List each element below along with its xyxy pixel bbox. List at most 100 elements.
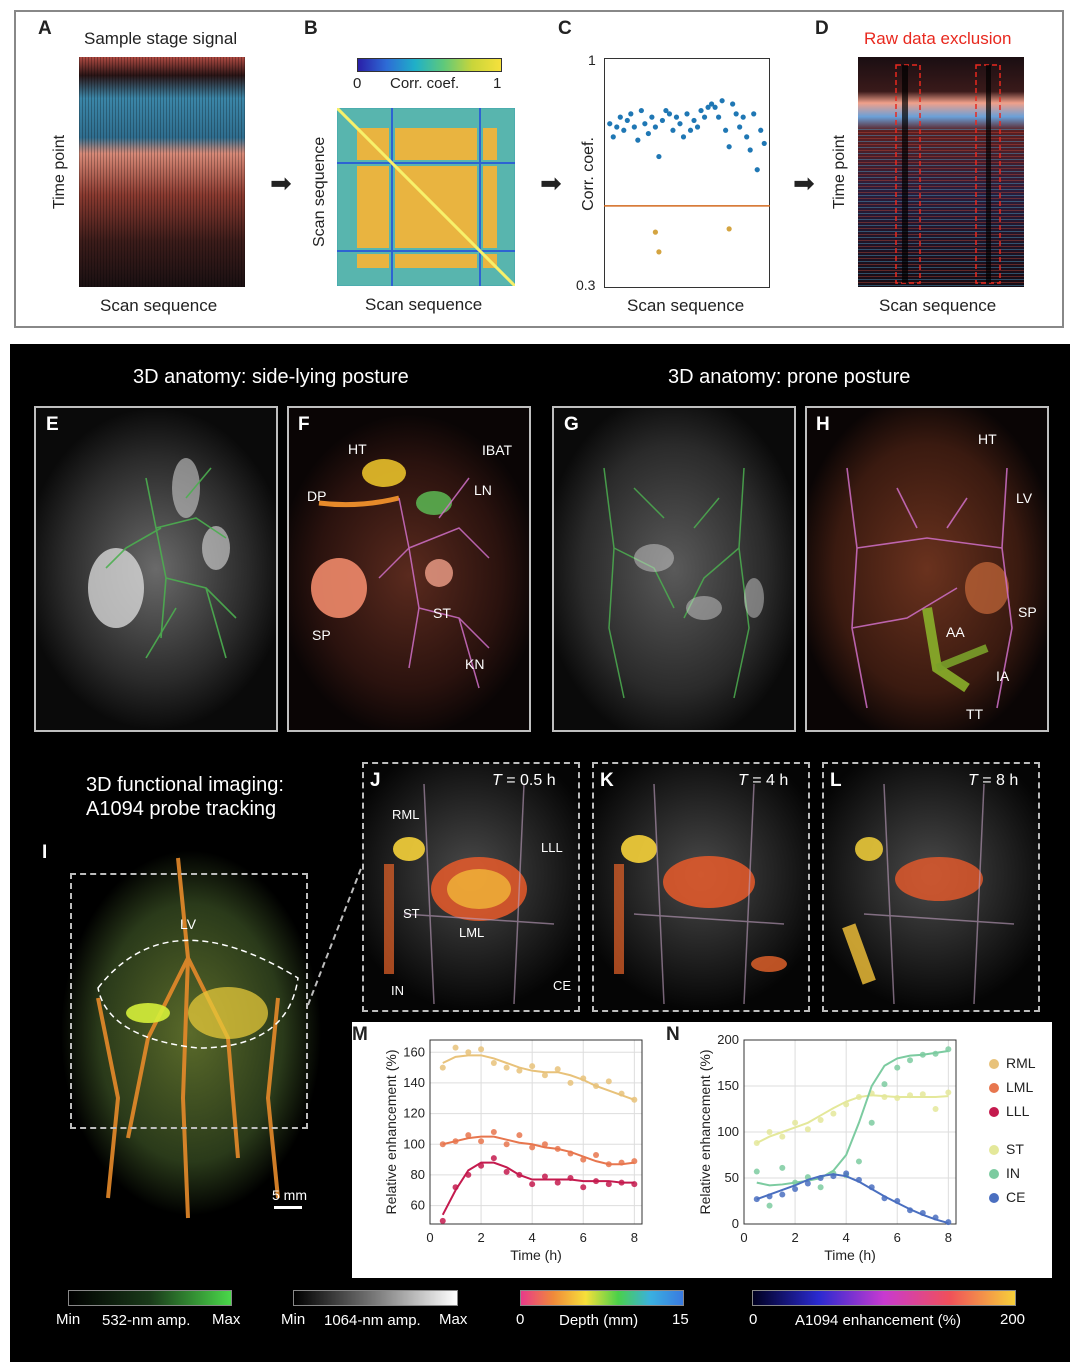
scatter-point-accepted bbox=[737, 124, 743, 130]
data-point-st bbox=[843, 1101, 850, 1108]
data-point-ce bbox=[932, 1214, 939, 1221]
series-line-lml bbox=[442, 1135, 635, 1166]
data-point-rml bbox=[452, 1044, 459, 1051]
scatter-point-accepted bbox=[723, 127, 729, 133]
y-axis-label: Relative enhancement (%) bbox=[697, 1050, 713, 1215]
panel-k-heat bbox=[614, 783, 787, 1005]
panel-i-zoom-box bbox=[70, 873, 308, 1129]
label-j-lll: LLL bbox=[541, 840, 563, 855]
data-point-lml bbox=[452, 1138, 459, 1145]
legend-label-rml: RML bbox=[1006, 1055, 1036, 1071]
scatter-point-accepted bbox=[744, 134, 750, 140]
data-point-st bbox=[766, 1129, 773, 1135]
data-point-st bbox=[817, 1117, 824, 1124]
panel-f-vessels bbox=[311, 459, 490, 689]
data-point-lml bbox=[605, 1161, 612, 1168]
data-point-lll bbox=[490, 1155, 497, 1162]
arrow-a-b: ➡ bbox=[270, 168, 292, 198]
scatter-point-accepted bbox=[642, 121, 648, 127]
data-point-ce bbox=[753, 1196, 760, 1203]
data-point-ce bbox=[894, 1198, 901, 1204]
data-point-st bbox=[792, 1119, 799, 1126]
panel-a-heatmap-svg bbox=[79, 57, 245, 287]
y-axis-label: Relative enhancement (%) bbox=[383, 1050, 399, 1215]
data-point-in bbox=[932, 1050, 939, 1057]
data-point-ce bbox=[907, 1207, 914, 1214]
scatter-point-accepted bbox=[740, 114, 746, 120]
scatter-point-accepted bbox=[673, 114, 680, 120]
time-l: T = 8 h bbox=[968, 772, 1018, 790]
data-point-lml bbox=[439, 1141, 446, 1148]
colorbar-532 bbox=[68, 1290, 232, 1306]
section-title-side: 3D anatomy: side-lying posture bbox=[133, 366, 409, 388]
data-point-in bbox=[894, 1064, 901, 1071]
data-point-rml bbox=[554, 1066, 561, 1073]
label-f-dp: DP bbox=[307, 488, 327, 504]
label-h-ia: IA bbox=[996, 668, 1010, 684]
scatter-point-accepted bbox=[691, 117, 697, 124]
scatter-point-accepted bbox=[698, 107, 704, 114]
data-point-st bbox=[907, 1092, 914, 1099]
arrow-b-c: ➡ bbox=[540, 168, 562, 198]
time-k-symbol: T bbox=[738, 772, 748, 789]
panel-d-xlabel: Scan sequence bbox=[879, 296, 997, 315]
series-line-ce bbox=[756, 1173, 949, 1225]
plot-frame bbox=[429, 1039, 643, 1225]
scatter-point-accepted bbox=[670, 127, 676, 133]
scatter-point-accepted bbox=[621, 127, 627, 133]
data-point-in bbox=[753, 1168, 760, 1175]
data-point-st bbox=[855, 1094, 862, 1101]
series-line-st bbox=[756, 1094, 949, 1144]
panel-l-image bbox=[822, 762, 1040, 1012]
x-axis-label: Time (h) bbox=[824, 1247, 876, 1263]
panel-b-corr-matrix-svg bbox=[335, 106, 517, 288]
data-point-in bbox=[855, 1158, 862, 1165]
data-point-lll bbox=[439, 1217, 446, 1224]
data-point-rml bbox=[503, 1064, 510, 1071]
data-point-lll bbox=[580, 1184, 587, 1191]
data-point-in bbox=[919, 1051, 926, 1058]
panel-b-xlabel: Scan sequence bbox=[365, 295, 483, 314]
data-point-lml bbox=[490, 1129, 497, 1135]
y-tick-label: 100 bbox=[717, 1124, 739, 1139]
panel-label-c: C bbox=[558, 18, 572, 39]
panel-g-image bbox=[552, 406, 796, 732]
colorbar-depth-label: Depth (mm) bbox=[559, 1312, 639, 1329]
panel-c-axes-box bbox=[604, 58, 770, 288]
data-point-rml bbox=[529, 1063, 536, 1070]
y-tick-label: 150 bbox=[717, 1078, 739, 1093]
data-point-rml bbox=[439, 1064, 446, 1071]
scatter-point-accepted bbox=[730, 101, 736, 107]
functional-title-line2: A1094 probe tracking bbox=[86, 798, 277, 820]
data-point-lll bbox=[554, 1179, 561, 1186]
panel-e-vessels bbox=[88, 458, 237, 659]
data-point-lll bbox=[605, 1181, 612, 1188]
x-tick-label: 8 bbox=[945, 1230, 952, 1245]
panel-label-b: B bbox=[304, 18, 318, 39]
data-point-in bbox=[907, 1057, 914, 1064]
plot-frame bbox=[743, 1039, 957, 1225]
data-point-ce bbox=[919, 1209, 926, 1216]
label-h-lv: LV bbox=[1016, 490, 1033, 506]
data-point-lml bbox=[503, 1141, 510, 1148]
data-point-st bbox=[804, 1126, 811, 1133]
panel-d-image bbox=[858, 57, 1024, 287]
data-point-st bbox=[945, 1089, 952, 1096]
panel-a-heatmap bbox=[79, 57, 245, 287]
y-tick-label: 100 bbox=[403, 1136, 425, 1151]
chart-m: 0 2 4 6 8 60 80 100 120 140 160 Time (h) Relative en… bbox=[383, 1039, 643, 1263]
label-h-aa: AA bbox=[946, 624, 965, 640]
data-point-rml bbox=[593, 1083, 600, 1089]
x-tick-label: 6 bbox=[894, 1230, 901, 1245]
data-point-lll bbox=[503, 1168, 510, 1175]
data-point-rml bbox=[541, 1072, 548, 1079]
panel-h-image bbox=[805, 406, 1049, 732]
data-point-in bbox=[945, 1046, 952, 1053]
colorbar-1064-label: 1064-nm amp. bbox=[324, 1312, 421, 1329]
panel-label-l: L bbox=[830, 770, 842, 791]
scatter-point-accepted bbox=[712, 104, 718, 110]
scatter-point-accepted bbox=[758, 127, 764, 133]
data-point-lml bbox=[465, 1132, 472, 1139]
data-point-ce bbox=[804, 1180, 811, 1187]
scatter-point-accepted bbox=[705, 104, 711, 110]
